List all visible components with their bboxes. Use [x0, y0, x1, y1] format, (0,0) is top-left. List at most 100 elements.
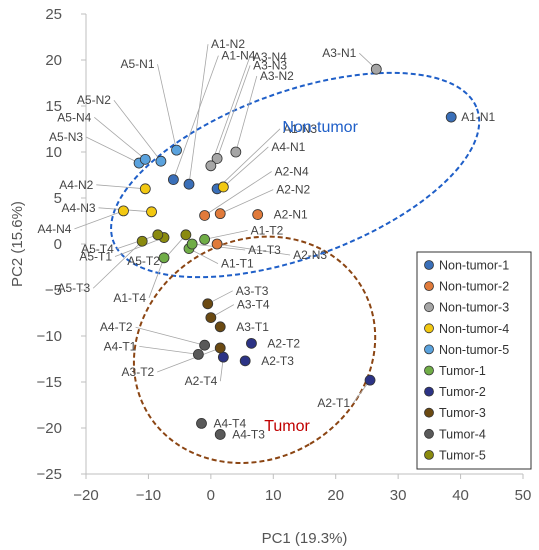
leader-a3-n2: [235, 75, 258, 153]
point-labels: A1-N1 A1-N2 A1-N3 A1-N4 A2-N1 A2-N2 A2-N3 A2-N4…: [37, 37, 495, 441]
legend-label-non-tumor-1: Non-tumor-1: [439, 259, 509, 273]
label-a3-t3: A3-T3: [236, 284, 269, 298]
leader-a2-n4: [204, 171, 272, 216]
label-a1-n3: A1-N3: [283, 122, 317, 136]
point-a1-t4: [158, 252, 170, 264]
point-a5-n2: [155, 155, 167, 167]
label-a4-n1: A4-N1: [271, 140, 305, 154]
legend-label-tumor-1: Tumor-1: [439, 364, 486, 378]
point-a2-n2: [214, 208, 226, 220]
leader-a1-t4: [148, 257, 165, 298]
legend-label-tumor-2: Tumor-2: [439, 385, 486, 399]
label-a2-t4: A2-T4: [185, 374, 218, 388]
label-a5-t2: A5-T2: [127, 254, 160, 268]
leader-a5-n2: [113, 99, 162, 162]
y-axis-title: PC2 (15.6%): [9, 201, 26, 287]
legend-label-tumor-4: Tumor-4: [439, 427, 486, 441]
label-a3-t4: A3-T4: [237, 298, 270, 312]
legend-label-non-tumor-2: Non-tumor-2: [439, 280, 509, 294]
label-leader-lines: [74, 44, 377, 404]
legend-marker-non-tumor-4: [424, 323, 434, 334]
leader-a5-n4: [94, 117, 146, 160]
annotations: Non-tumor Tumor: [264, 119, 358, 435]
leader-a2-n2: [220, 189, 274, 215]
legend-label-tumor-5: Tumor-5: [439, 448, 486, 462]
x-axis-title: PC1 (19.3%): [262, 530, 348, 547]
point-a4-t4: [196, 417, 207, 429]
legend-marker-non-tumor-2: [424, 281, 434, 292]
y-tick-label: −10: [37, 328, 62, 345]
leader-a1-t2: [204, 230, 248, 240]
x-tick-label: 0: [207, 487, 215, 504]
point-a2-n3: [211, 238, 223, 250]
leader-a4-n4: [74, 210, 124, 230]
leader-a5-t1: [114, 237, 165, 257]
leader-a3-t2: [157, 347, 221, 373]
point-a4-n4: [118, 205, 129, 217]
legend-marker-non-tumor-1: [424, 260, 434, 270]
label-a4-n2: A4-N2: [59, 178, 93, 192]
legend-marker-tumor-4: [424, 428, 434, 439]
leader-a1-t1: [188, 248, 219, 264]
y-tick-label: 20: [45, 52, 62, 69]
point-a3-n2: [230, 146, 242, 158]
y-tick-label: 15: [45, 98, 62, 115]
label-a3-n3: A3-N3: [253, 58, 287, 72]
point-a4-n3: [146, 206, 157, 218]
x-tick-label: −10: [136, 487, 161, 504]
x-tick-label: 40: [452, 487, 469, 504]
leader-a4-n2: [96, 184, 146, 190]
legend-marker-tumor-1: [424, 365, 434, 376]
x-tick-label: −20: [73, 487, 98, 504]
tumor-annotation: Tumor: [264, 418, 310, 435]
point-a5-t4: [152, 229, 164, 241]
label-a4-n3: A4-N3: [62, 201, 96, 215]
point-a4-t1: [192, 348, 204, 360]
point-a1-n2: [183, 178, 195, 190]
group-ellipses: [110, 71, 481, 464]
legend: Non-tumor-1 Non-tumor-2 Non-tumor-3 Non-tum…: [416, 251, 532, 470]
point-a2-t4: [217, 351, 229, 363]
label-a1-n2: A1-N2: [211, 37, 245, 51]
label-a1-n4: A1-N4: [221, 49, 255, 63]
point-a3-t4: [205, 312, 217, 324]
y-tick-label: 10: [45, 144, 62, 161]
point-a3-t1: [214, 321, 226, 333]
legend-marker-tumor-3: [424, 407, 434, 418]
legend-marker-tumor-2: [424, 386, 434, 397]
y-tick-label: 0: [54, 236, 62, 253]
point-a1-t2: [199, 233, 211, 245]
leader-a4-t2: [135, 326, 205, 346]
leader-a5-n3: [85, 136, 140, 164]
x-tick-label: 10: [265, 487, 282, 504]
label-a3-n2: A3-N2: [260, 69, 294, 83]
legend-label-tumor-3: Tumor-3: [439, 406, 486, 420]
label-a5-t1: A5-T1: [79, 250, 112, 264]
point-a4-t2: [199, 339, 211, 351]
label-a2-n2: A2-N2: [276, 183, 310, 197]
label-a2-n3: A2-N3: [293, 248, 327, 262]
point-a3-n1: [370, 63, 382, 75]
data-points: [118, 63, 457, 440]
point-a3-t2: [214, 342, 226, 354]
label-a2-t1: A2-T1: [317, 396, 350, 410]
legend-marker-non-tumor-3: [424, 302, 434, 313]
legend-label-non-tumor-4: Non-tumor-4: [439, 322, 509, 336]
point-a4-t3: [214, 429, 226, 440]
label-a4-n4: A4-N4: [37, 222, 71, 236]
leader-a3-n3: [216, 65, 251, 159]
label-a2-n4: A2-N4: [275, 164, 309, 178]
label-a5-t3: A5-T3: [57, 281, 90, 295]
point-a1-t3: [186, 238, 198, 250]
label-a1-t3: A1-T3: [248, 243, 281, 257]
label-a1-t2: A1-T2: [251, 223, 284, 237]
point-a2-t2: [246, 337, 257, 349]
y-tick-label: −20: [37, 420, 62, 437]
point-a5-n1: [171, 144, 182, 156]
label-a5-n4: A5-N4: [57, 110, 91, 124]
point-a2-t1: [364, 374, 376, 386]
x-tick-label: 20: [327, 487, 344, 504]
legend-label-non-tumor-3: Non-tumor-3: [439, 301, 509, 315]
label-a3-n4: A3-N4: [253, 50, 287, 64]
